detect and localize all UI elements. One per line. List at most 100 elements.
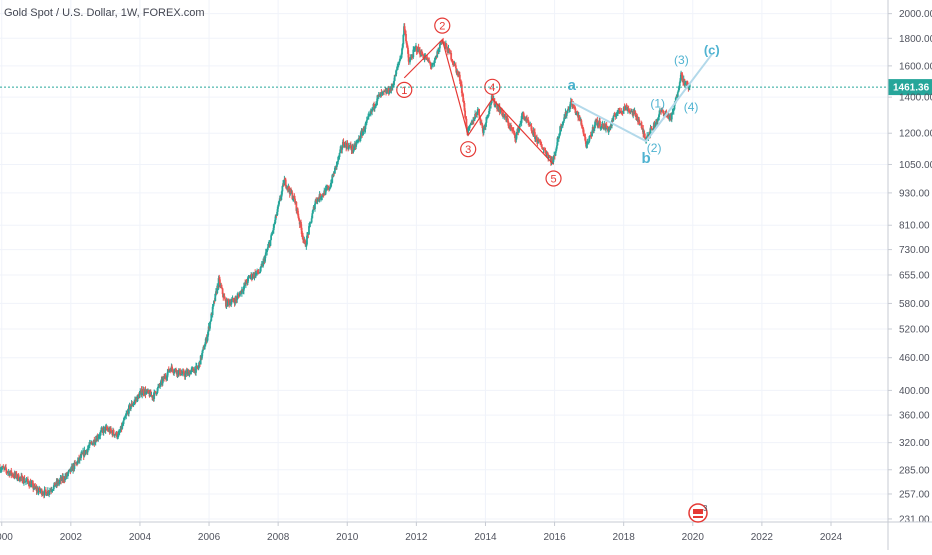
candle-body [179, 369, 181, 375]
candle-body [549, 156, 552, 158]
candle-body [431, 64, 434, 66]
candle-body [173, 369, 176, 372]
candle-body [582, 128, 585, 134]
candle-body [243, 283, 246, 287]
sub-wave-label: (3) [674, 53, 689, 67]
x-axis[interactable]: 2000 2002 2004 2006 2008 2010 2012 2014 2016 2018… [0, 521, 932, 543]
x-tick-label: 2016 [543, 532, 566, 543]
candle-body [314, 203, 316, 210]
candle-body [381, 92, 383, 94]
candle-body [589, 135, 592, 137]
candle-body [274, 219, 276, 224]
candle-body [407, 53, 410, 62]
candle-body [527, 119, 530, 123]
candle-body [518, 127, 520, 133]
candle-body [168, 370, 171, 372]
candle-body [540, 144, 543, 148]
candle-body [118, 431, 120, 434]
x-tick-label: 2002 [60, 532, 83, 543]
candle-body [369, 110, 372, 114]
candle-body [116, 437, 119, 438]
candle-body [409, 59, 411, 63]
candle-body [344, 142, 347, 145]
candle-body [27, 481, 30, 485]
candle-body [122, 423, 124, 425]
candle-body [383, 90, 386, 92]
current-price-tag[interactable] [888, 79, 932, 96]
candle-body [283, 179, 286, 186]
candle-body [106, 426, 108, 430]
candle-body [159, 381, 162, 386]
candle-body [156, 388, 159, 393]
candle-body [583, 133, 585, 136]
candle-body [363, 129, 366, 132]
candle-body [678, 82, 681, 86]
candle-body [409, 57, 412, 60]
candle-body [204, 342, 207, 347]
candle-body [596, 119, 599, 126]
candle-body [495, 103, 498, 105]
candle-body [626, 106, 629, 111]
candle-body [336, 161, 339, 163]
candle-body [391, 85, 394, 88]
candle-body [67, 471, 70, 474]
candle-body [159, 385, 162, 387]
candle-body [320, 196, 323, 198]
current-price-label: 1461.36 [893, 83, 930, 94]
flag-icon-glyph [693, 509, 703, 518]
y-axis[interactable]: 2000.00 1800.00 1600.00 1400.00 1200.00 1050.… [887, 0, 932, 550]
candle-body [209, 322, 211, 329]
candle-body [594, 120, 597, 125]
candle-body [375, 101, 378, 104]
candle-body [545, 153, 548, 156]
candle-body [553, 155, 556, 157]
candle-body [5, 470, 8, 472]
abc-wave-line [571, 53, 713, 143]
candle-body [377, 94, 380, 96]
candle-body [92, 442, 94, 446]
candle-body [551, 161, 554, 163]
candle-body [277, 204, 280, 207]
candle-body [480, 122, 483, 125]
candle-body [2, 466, 5, 468]
candle-body [359, 138, 362, 140]
impulse-wave-label: 1 [401, 85, 407, 97]
candle-body [25, 481, 27, 482]
candle-body [652, 129, 655, 131]
candle-body [612, 116, 615, 122]
candle-body [479, 118, 482, 124]
candle-body [44, 489, 47, 493]
event-badge[interactable]: 3 [688, 503, 708, 523]
candle-body [393, 75, 396, 81]
candle-body [392, 84, 395, 86]
x-tick-label: 2018 [613, 532, 636, 543]
y-tick-label: 257.00 [899, 489, 930, 500]
candle-body [339, 149, 342, 153]
candle-body [260, 266, 263, 268]
candle-body [335, 162, 338, 168]
candle-body [245, 280, 248, 283]
candle-body [462, 101, 465, 104]
candle-body [555, 148, 558, 152]
candle-body [102, 427, 105, 433]
candle-body [593, 128, 595, 131]
candle-body [290, 188, 292, 193]
candle-body [343, 142, 346, 148]
candle-body [171, 369, 174, 372]
candle-body [117, 433, 120, 438]
x-tick-label: 2000 [0, 532, 13, 543]
candle-body [373, 103, 375, 109]
candle-body [600, 126, 603, 128]
sub-wave-label: (2) [647, 141, 662, 155]
candle-body [533, 132, 536, 139]
candle-body [521, 115, 524, 117]
candlestick-series [0, 23, 691, 499]
candle-body [452, 61, 455, 64]
candle-body [312, 209, 314, 214]
candle-body [434, 58, 437, 61]
candle-body [565, 113, 568, 116]
candle-body [376, 95, 379, 102]
candle-body [352, 150, 355, 151]
